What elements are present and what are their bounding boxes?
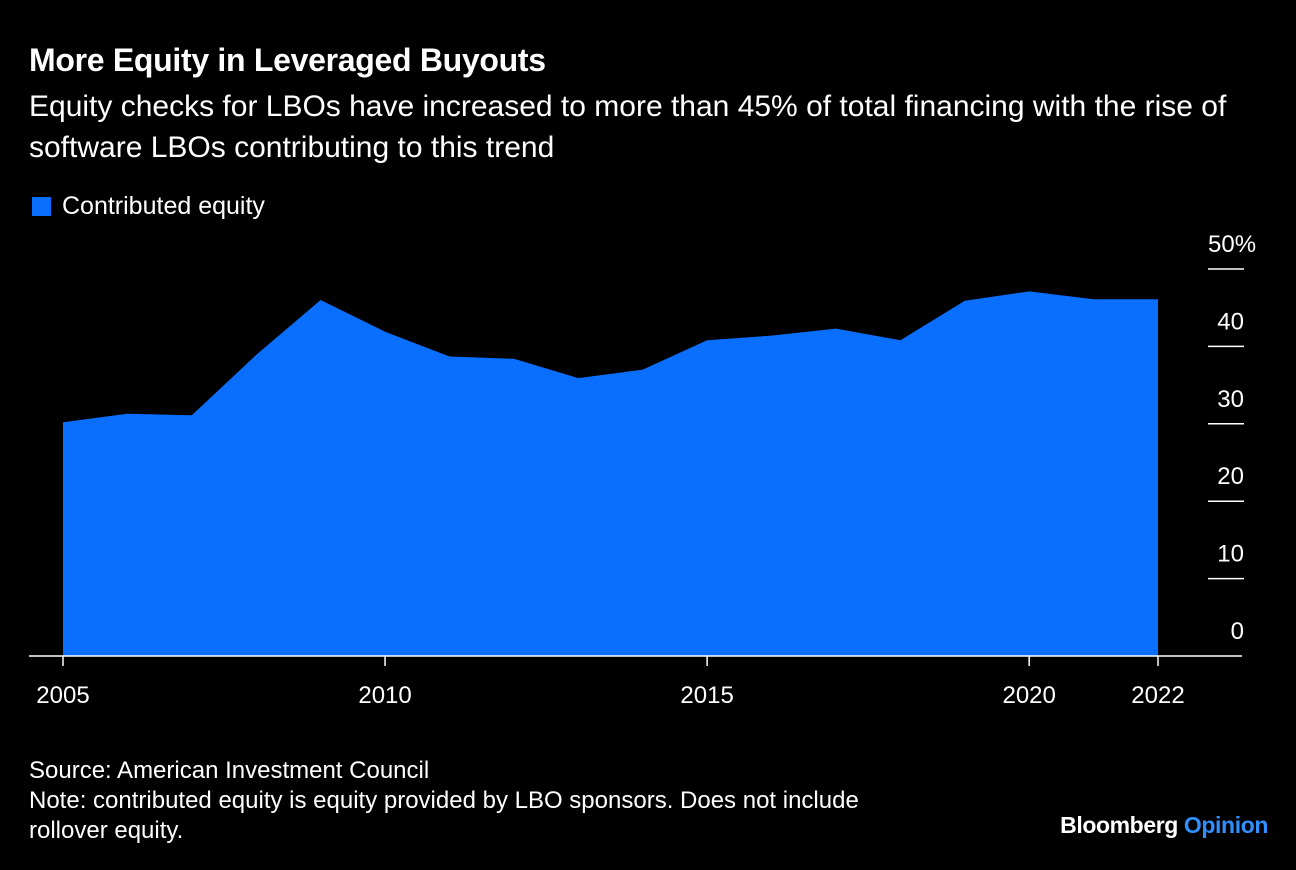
brand-accent: Opinion [1183, 812, 1268, 838]
x-axis: 2005 2010 2015 2020 2022 [36, 656, 1185, 709]
y-tick-label: 30 [1217, 386, 1244, 413]
y-tick-label: 50% [1208, 231, 1256, 258]
legend-label: Contributed equity [62, 192, 265, 220]
y-axis: 0 10 20 30 40 50% [1208, 231, 1256, 645]
brand-logo: Bloomberg Opinion [1060, 812, 1268, 839]
x-tick-label: 2010 [358, 682, 411, 709]
chart-title: More Equity in Leveraged Buyouts [29, 42, 546, 78]
brand-main: Bloomberg [1060, 812, 1178, 838]
note-line-2: rollover equity. [29, 817, 184, 844]
y-tick-label: 40 [1217, 308, 1244, 335]
chart-subtitle: Equity checks for LBOs have increased to… [29, 90, 1227, 164]
source-note: Source: American Investment Council [29, 757, 430, 784]
footer: Source: American Investment Council Note… [29, 756, 1029, 846]
x-tick-label: 2015 [680, 682, 733, 709]
y-tick-label: 20 [1217, 463, 1244, 490]
x-tick-label: 2022 [1131, 682, 1184, 709]
note-line-1: Note: contributed equity is equity provi… [29, 787, 859, 814]
y-tick-label: 0 [1231, 618, 1244, 645]
legend: Contributed equity [32, 192, 265, 221]
y-tick-label: 10 [1217, 541, 1244, 568]
area-series-contributed-equity [63, 291, 1158, 656]
legend-swatch [32, 197, 51, 216]
x-tick-label: 2020 [1002, 682, 1055, 709]
x-tick-label: 2005 [36, 682, 89, 709]
